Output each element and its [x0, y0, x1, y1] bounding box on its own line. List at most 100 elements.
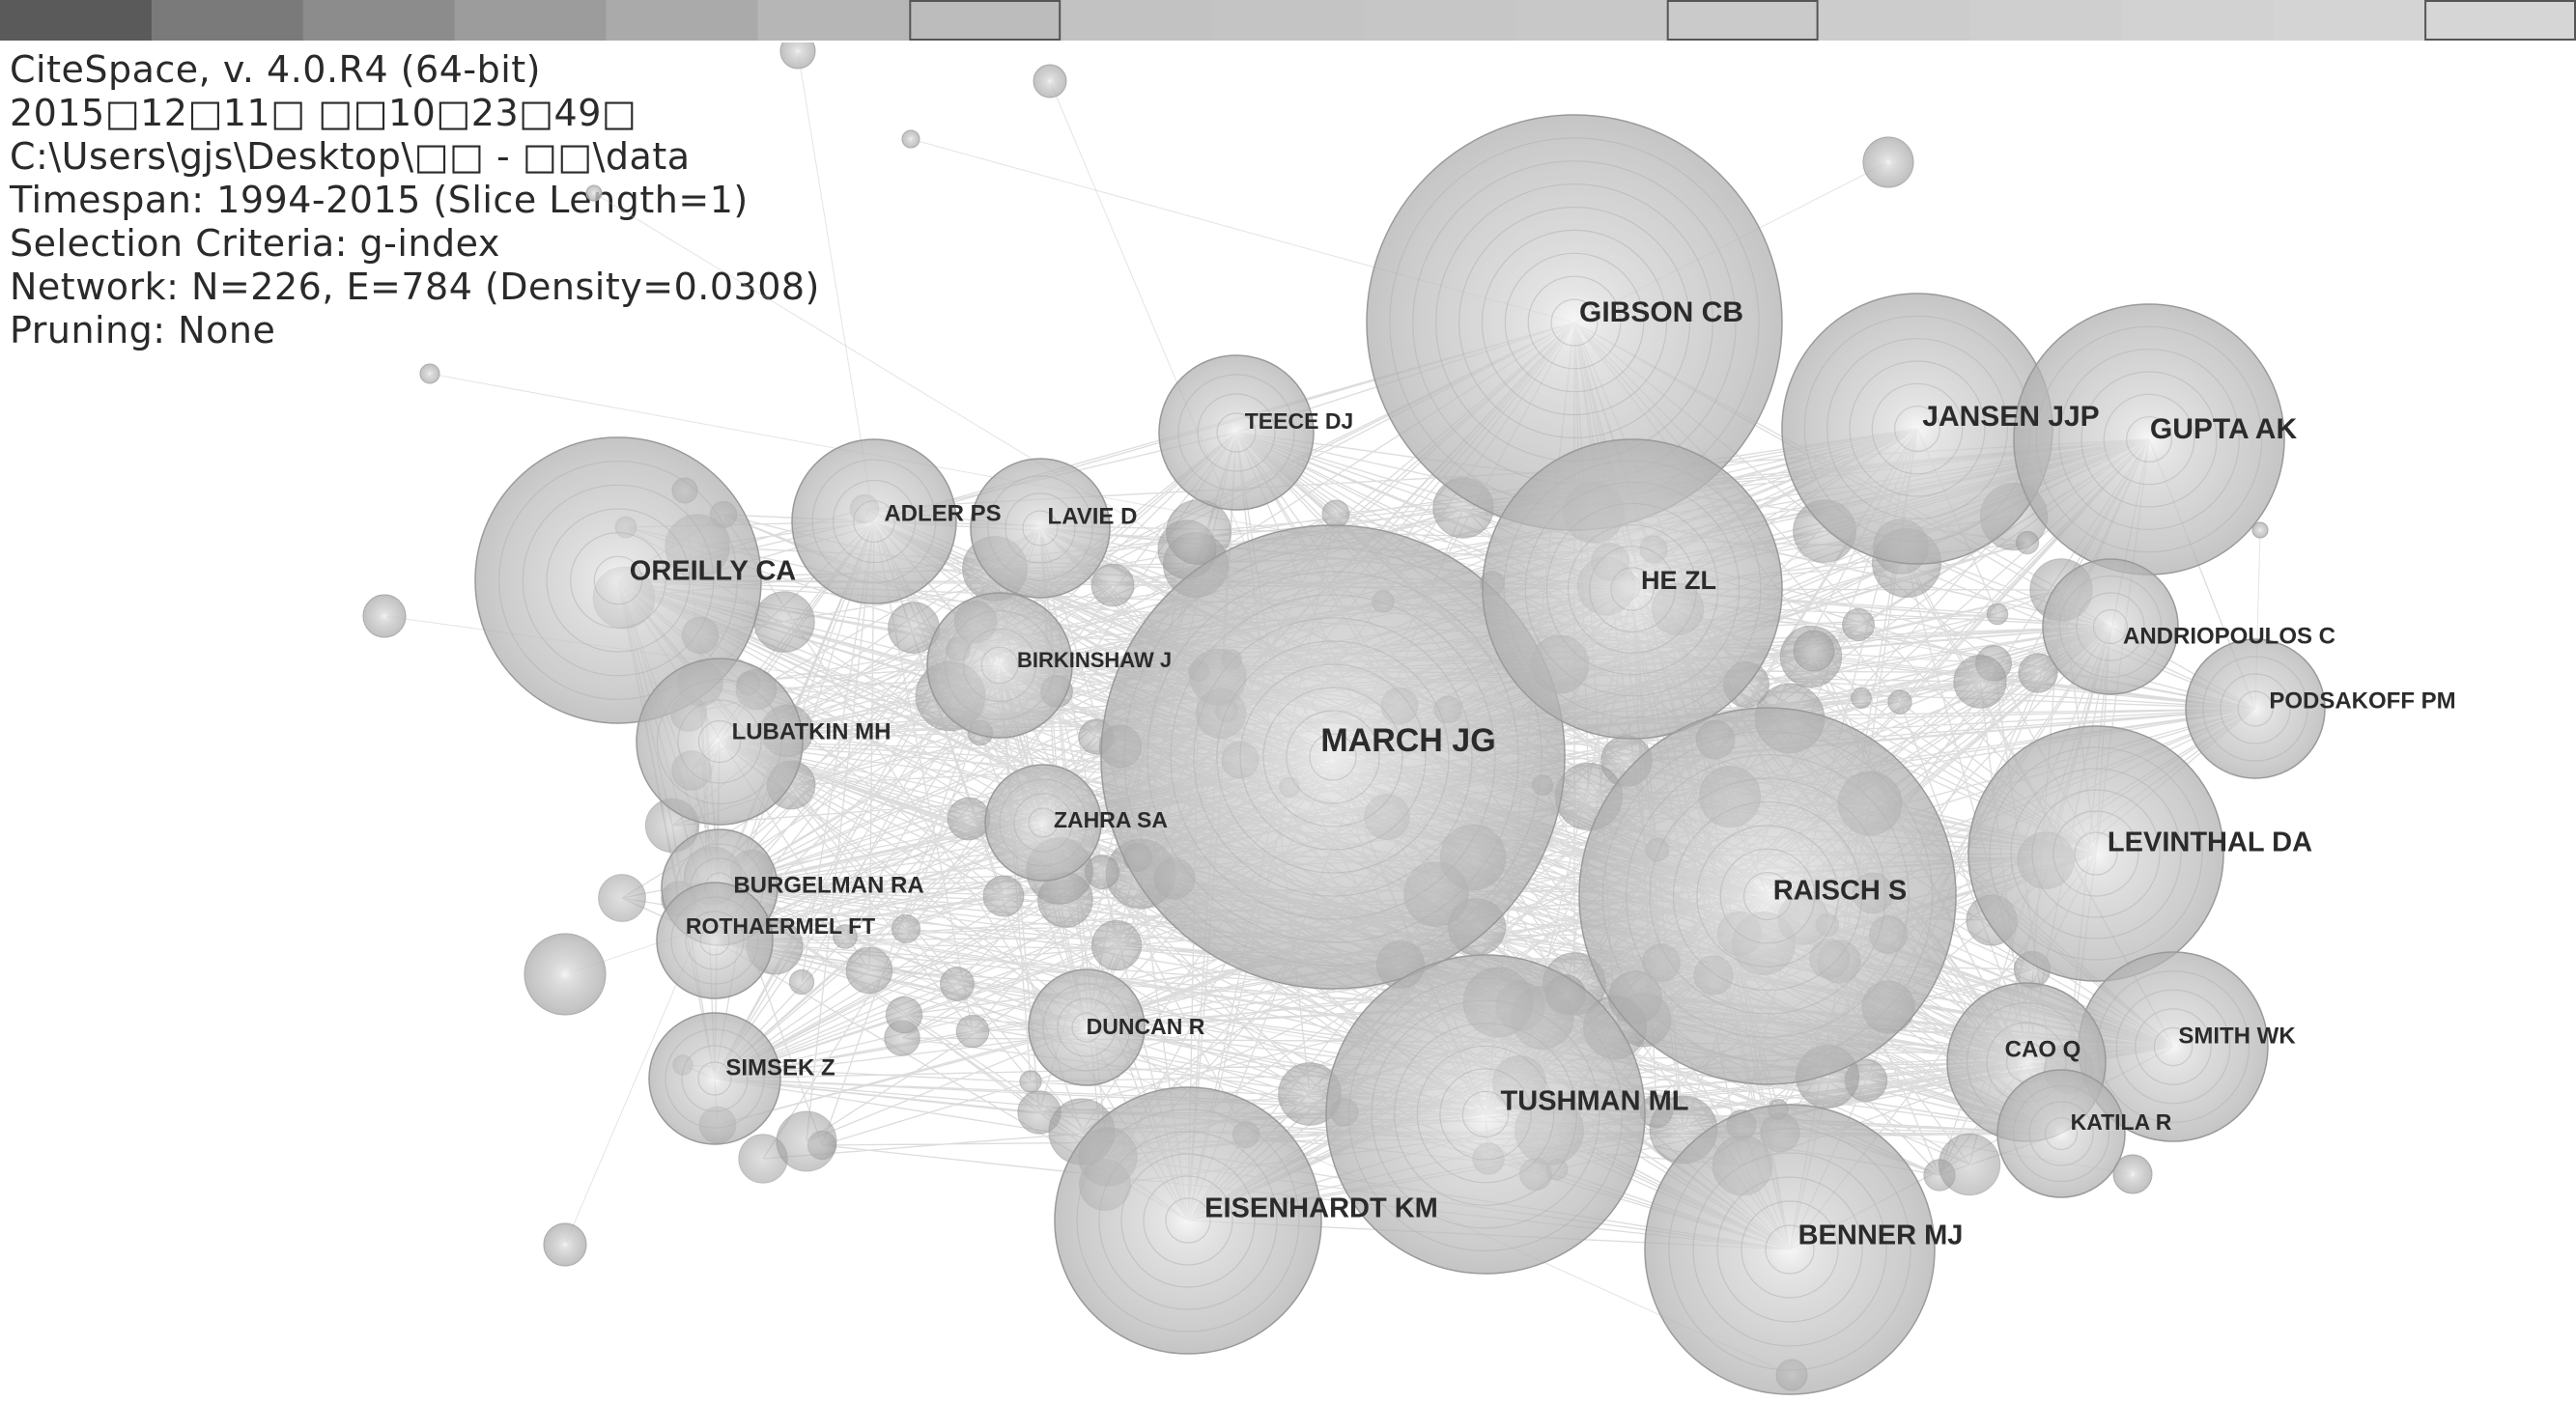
node-katila-r[interactable] — [1996, 1069, 2126, 1198]
minor-node[interactable] — [885, 996, 923, 1034]
node-label: SIMSEK Z — [725, 1054, 835, 1080]
minor-node[interactable] — [2015, 530, 2040, 555]
minor-node[interactable] — [940, 967, 975, 1001]
minor-node[interactable] — [776, 1110, 837, 1172]
minor-node[interactable] — [2018, 653, 2058, 693]
cocitation-network[interactable]: GIBSON CB MARCH JG JANSEN JJP GUPTA AK TEECE… — [0, 42, 2576, 1403]
timespan-text: Timespan: 1994-2015 (Slice Length=1) — [10, 179, 749, 221]
node-label: GUPTA AK — [2150, 413, 2298, 445]
node-teece-dj[interactable] — [1158, 354, 1315, 511]
node-raisch-s[interactable] — [1578, 707, 1957, 1085]
node-label: ADLER PS — [884, 500, 1001, 526]
time-slice-3 — [302, 0, 456, 41]
node-andriopoulos-c[interactable] — [2042, 558, 2179, 695]
software-version-text: CiteSpace, v. 4.0.R4 (64-bit) — [10, 48, 541, 91]
time-slice-1 — [0, 0, 153, 41]
time-slice-7 — [909, 0, 1062, 41]
node-tushman-ml[interactable] — [1325, 954, 1646, 1275]
node-oreilly-ca[interactable] — [474, 436, 762, 724]
time-slice-4 — [454, 0, 608, 41]
node-podsakoff-pm[interactable] — [2185, 638, 2326, 779]
node-levinthal-da[interactable] — [1967, 725, 2224, 982]
node-simsek-z[interactable] — [648, 1012, 781, 1145]
minor-node[interactable] — [1986, 603, 2009, 626]
minor-node[interactable] — [1019, 1070, 1042, 1093]
isolated-node[interactable] — [1862, 136, 1914, 188]
node-gibson-cb[interactable] — [1366, 114, 1783, 531]
node-label: SMITH WK — [2178, 1023, 2296, 1049]
minor-node[interactable] — [982, 875, 1025, 917]
minor-node[interactable] — [891, 913, 921, 944]
node-label: BENNER MJ — [1798, 1221, 1964, 1251]
isolated-node[interactable] — [779, 42, 816, 70]
node-benner-mj[interactable] — [1644, 1104, 1936, 1395]
node-zahra-sa[interactable] — [984, 764, 1102, 882]
node-lubatkin-mh[interactable] — [636, 658, 804, 826]
node-label: HE ZL — [1641, 566, 1716, 595]
time-slice-marker — [2424, 0, 2576, 41]
major-node-layer — [474, 114, 2326, 1395]
node-lavie-d[interactable] — [970, 458, 1111, 599]
isolated-node[interactable] — [585, 184, 603, 202]
time-slice-10 — [1363, 0, 1516, 41]
time-slice-6 — [757, 0, 910, 41]
node-label: ZAHRA SA — [1054, 807, 1168, 832]
node-adler-ps[interactable] — [791, 438, 957, 604]
node-rothaermel-ft[interactable] — [656, 882, 774, 999]
node-label: TEECE DJ — [1245, 408, 1353, 434]
time-slice-11 — [1514, 0, 1668, 41]
time-slice-17 — [2424, 0, 2576, 41]
time-slice-5 — [606, 0, 758, 41]
node-label: GIBSON CB — [1579, 296, 1743, 328]
minor-node[interactable] — [955, 1014, 990, 1049]
isolated-node[interactable] — [419, 363, 440, 384]
node-label: EISENHARDT KM — [1204, 1193, 1438, 1224]
node-he-zl[interactable] — [1482, 438, 1783, 740]
node-label: JANSEN JJP — [1922, 401, 2099, 433]
node-smith-wk[interactable] — [2078, 951, 2269, 1142]
isolated-node[interactable] — [2251, 521, 2269, 539]
minor-node[interactable] — [753, 591, 815, 653]
node-jansen-jjp[interactable] — [1781, 293, 2053, 565]
node-label: RAISCH S — [1773, 876, 1908, 907]
node-birkinshaw-j[interactable] — [926, 592, 1073, 739]
time-slice-8 — [1061, 0, 1213, 41]
selection-criteria-text: Selection Criteria: g-index — [10, 222, 500, 265]
minor-node[interactable] — [1842, 608, 1875, 641]
time-slice-12 — [1666, 0, 1820, 41]
node-label-layer: GIBSON CB MARCH JG JANSEN JJP GUPTA AK TEECE… — [630, 296, 2456, 1251]
node-label: BIRKINSHAW J — [1017, 648, 1172, 672]
node-label: TUSHMAN ML — [1501, 1086, 1689, 1117]
isolated-node[interactable] — [2112, 1154, 2153, 1194]
isolated-node[interactable] — [524, 933, 607, 1016]
minor-node[interactable] — [1793, 630, 1835, 672]
time-slice-marker — [909, 0, 1062, 41]
isolated-node[interactable] — [362, 594, 407, 638]
minor-node[interactable] — [1090, 919, 1143, 971]
minor-node[interactable] — [845, 946, 893, 995]
minor-node[interactable] — [788, 968, 815, 996]
node-march-jg[interactable] — [1100, 524, 1566, 990]
isolated-node[interactable] — [1033, 64, 1067, 98]
minor-node[interactable] — [1938, 1133, 2001, 1196]
minor-node[interactable] — [1851, 687, 1872, 709]
time-slice-9 — [1212, 0, 1365, 41]
minor-node[interactable] — [947, 797, 991, 841]
isolated-node[interactable] — [901, 129, 920, 149]
minor-node[interactable] — [598, 874, 646, 922]
time-slice-16 — [2273, 0, 2425, 41]
node-label: KATILA R — [2071, 1109, 2172, 1135]
minor-node[interactable] — [1321, 499, 1350, 528]
node-label: DUNCAN R — [1087, 1014, 1205, 1039]
network-stats-text: Network: N=226, E=784 (Density=0.0308) — [10, 266, 820, 308]
node-duncan-r[interactable] — [1028, 968, 1146, 1086]
data-path-text: C:\Users\gjs\Desktop\□□ - □□\data — [10, 135, 691, 178]
minor-node[interactable] — [1953, 655, 2007, 709]
minor-node[interactable] — [833, 924, 858, 949]
minor-node[interactable] — [1090, 563, 1135, 607]
minor-node[interactable] — [1887, 689, 1912, 715]
node-label: LUBATKIN MH — [732, 718, 892, 744]
isolated-node[interactable] — [543, 1222, 587, 1267]
node-eisenhardt-km[interactable] — [1054, 1086, 1322, 1355]
time-slice-15 — [2121, 0, 2274, 41]
